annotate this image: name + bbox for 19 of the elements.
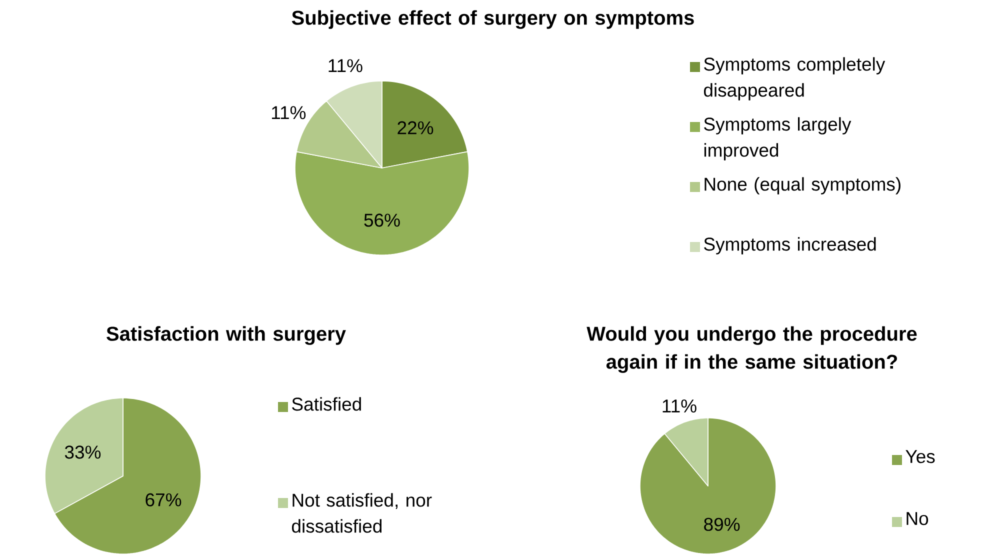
data-label: 22% <box>398 121 434 134</box>
legend-label: Symptoms completely disappeared <box>704 57 886 100</box>
chart-title: Subjective effect of surgery on symptoms <box>292 10 694 29</box>
legend-label: None (equal symptoms) <box>704 177 900 194</box>
chart-title: Satisfaction with surgery <box>106 326 346 345</box>
data-label: 33% <box>64 446 101 459</box>
data-label: 11% <box>328 59 362 72</box>
data-label: 67% <box>146 493 182 506</box>
chart-title: Would you undergo the procedure again if in the same situation? <box>586 326 917 373</box>
legend-label: Yes <box>906 450 935 464</box>
data-label: 56% <box>364 214 400 227</box>
data-label: 11% <box>272 106 306 120</box>
data-label: 89% <box>704 518 740 531</box>
legend-label: No <box>906 512 928 526</box>
legend-label: Symptoms increased <box>704 237 876 254</box>
legend-label: Symptoms largely improved <box>704 117 852 160</box>
legend-label: Not satisfied, nor dissatisfied <box>292 493 432 533</box>
data-label: 11% <box>662 400 696 412</box>
legend-label: Satisfied <box>292 397 361 411</box>
